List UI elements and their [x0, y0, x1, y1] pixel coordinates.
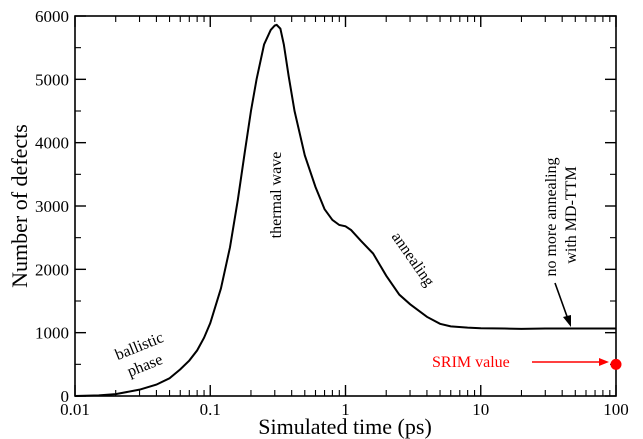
srim-point	[610, 358, 622, 370]
annotation-arrow-shaft	[554, 282, 570, 323]
annotation-ballistic: ballistic phase	[113, 328, 178, 383]
y-tick-label: 1000	[35, 324, 69, 343]
y-tick-label: 3000	[35, 197, 69, 216]
annotation-arrowhead	[563, 315, 571, 327]
y-tick-label: 4000	[35, 134, 69, 153]
axis-ticks	[74, 15, 617, 397]
x-tick-label: 10	[472, 400, 489, 419]
x-axis-title: Simulated time (ps)	[258, 414, 432, 439]
y-axis-title: Number of defects	[7, 124, 32, 288]
x-tick-label: 0.01	[60, 400, 90, 419]
x-tick-label: 0.1	[200, 400, 221, 419]
y-tick-label: 2000	[35, 260, 69, 279]
srim-arrowhead	[599, 358, 609, 366]
annotation-annealing: annealing	[388, 229, 438, 290]
x-tick-label: 100	[603, 400, 629, 419]
annotation-no-more-line1: no more annealing	[543, 157, 560, 276]
srim-label: SRIM value	[432, 354, 510, 371]
x-tick-label: 1	[341, 400, 350, 419]
annotation-no-more-line2: with MD-TTM	[563, 166, 580, 263]
y-tick-label: 0	[61, 387, 70, 406]
annotation-thermal-wave: thermal wave	[268, 152, 285, 239]
defects-series-line	[74, 23, 616, 397]
y-tick-label: 6000	[35, 7, 69, 26]
y-tick-label: 5000	[35, 70, 69, 89]
annotation-no-more-annealing: no more annealing with MD-TTM	[543, 153, 580, 276]
